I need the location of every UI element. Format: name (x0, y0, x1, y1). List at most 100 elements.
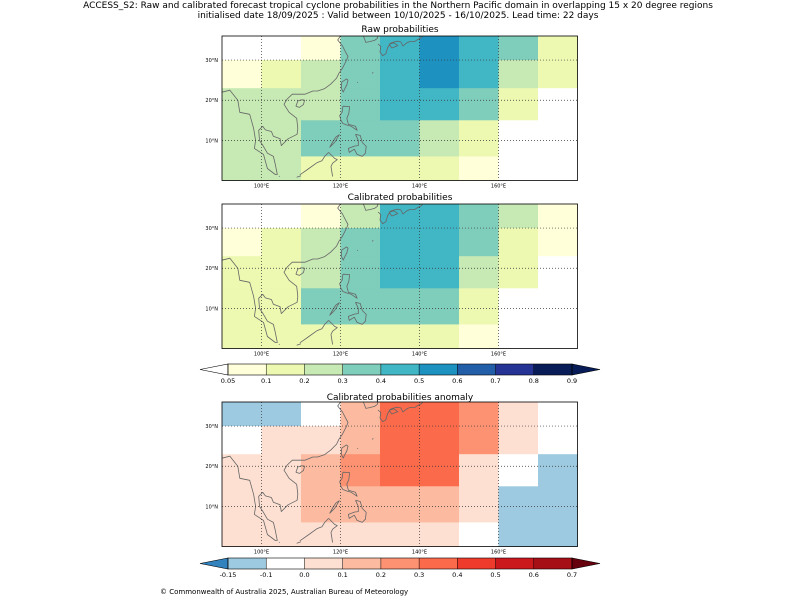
latitude-tick-label: 30°N (205, 58, 218, 64)
colorbar-tick-label: 0.2 (299, 377, 309, 385)
latitude-tick-label: 20°N (205, 464, 218, 470)
heatmap-cell (222, 36, 262, 60)
heatmap-cell (222, 156, 262, 180)
longitude-tick-label: 100°E (254, 352, 269, 358)
heatmap-cell (380, 522, 420, 546)
colorbar-segment (266, 558, 305, 569)
heatmap-cell (262, 426, 302, 454)
heatmap-cell (459, 60, 499, 88)
colorbar-tick-label: 0.0 (299, 571, 309, 579)
heatmap-cell (380, 486, 420, 523)
heatmap-cell (222, 522, 262, 546)
colorbar-tick-label: 0.1 (337, 571, 347, 579)
heatmap-cell (499, 522, 539, 546)
heatmap-cell (499, 288, 539, 325)
heatmap-cell (301, 204, 341, 228)
colorbar-segment (228, 558, 267, 569)
heatmap-cell (538, 120, 578, 157)
heatmap-cell (538, 228, 578, 256)
colorbar-tick-label: 0.1 (261, 377, 271, 385)
colorbar-tick-label: 0.3 (337, 377, 347, 385)
colorbar-segment (381, 558, 420, 569)
longitude-tick-label: 140°E (412, 550, 427, 556)
heatmap-cell (420, 486, 460, 523)
heatmap-cell (538, 36, 578, 60)
heatmap-cell (262, 256, 302, 289)
heatmap-cell (222, 288, 262, 325)
heatmap-cell (499, 402, 539, 426)
heatmap-cell (380, 228, 420, 256)
heatmap-cell (459, 288, 499, 325)
colorbar-segment (381, 364, 420, 375)
heatmap-cell (222, 120, 262, 157)
heatmap-cell (262, 454, 302, 487)
heatmap-cell (499, 426, 539, 454)
heatmap-cell (459, 486, 499, 523)
heatmap-cell (499, 88, 539, 121)
heatmap-cell (459, 156, 499, 180)
longitude-tick-label: 120°E (333, 550, 348, 556)
colorbar-tick-label: 0.2 (376, 571, 386, 579)
heatmap-cell (301, 228, 341, 256)
heatmap-cell (420, 228, 460, 256)
colorbar-segment (534, 364, 573, 375)
latitude-tick-label: 20°N (205, 98, 218, 104)
heatmap-cell (222, 228, 262, 256)
heatmap-cell (499, 60, 539, 88)
colorbar-segment (496, 364, 535, 375)
colorbar-tick-label: 0.5 (414, 377, 424, 385)
heatmap-cell (459, 228, 499, 256)
heatmap-cell (420, 454, 460, 487)
heatmap-cell (459, 256, 499, 289)
heatmap-cell (538, 426, 578, 454)
heatmap-cell (341, 156, 381, 180)
colorbar-segment (496, 558, 535, 569)
heatmap-cell (538, 156, 578, 180)
colorbar-tick-label: 0.5 (490, 571, 500, 579)
heatmap-cell (341, 228, 381, 256)
heatmap-cell (301, 324, 341, 348)
heatmap-cell (499, 156, 539, 180)
heatmap-cell (420, 36, 460, 60)
heatmap-cell (262, 204, 302, 228)
colorbar-tick-label: -0.15 (220, 571, 237, 579)
heatmap-cell (262, 120, 302, 157)
heatmap-cell (222, 324, 262, 348)
calibrated-panel-title: Calibrated probabilities (348, 193, 453, 203)
heatmap-cell (222, 486, 262, 523)
heatmap-cell (262, 88, 302, 121)
heatmap-cell (420, 60, 460, 88)
heatmap-cell (341, 522, 381, 546)
colorbar-tick-label: 0.9 (567, 377, 577, 385)
heatmap-cell (301, 36, 341, 60)
colorbar-segment (419, 558, 458, 569)
heatmap-cell (459, 426, 499, 454)
heatmap-cell (301, 402, 341, 426)
heatmap-cell (301, 426, 341, 454)
colorbar-segment (343, 558, 382, 569)
colorbar-extend-high (572, 364, 600, 375)
heatmap-cell (341, 88, 381, 121)
heatmap-cell (420, 256, 460, 289)
heatmap-cell (341, 454, 381, 487)
colorbar-segment (266, 364, 305, 375)
heatmap-cell (538, 60, 578, 88)
colorbar-segment (534, 558, 573, 569)
heatmap-cell (380, 120, 420, 157)
heatmap-cell (538, 256, 578, 289)
longitude-tick-label: 140°E (412, 184, 427, 190)
heatmap-cell (341, 324, 381, 348)
longitude-tick-label: 160°E (491, 184, 506, 190)
heatmap-cell (341, 486, 381, 523)
heatmap-cell (341, 402, 381, 426)
heatmap-cell (222, 60, 262, 88)
heatmap-cell (222, 454, 262, 487)
colorbar-tick-label: 0.7 (567, 571, 577, 579)
colorbar-extend-low (200, 364, 228, 375)
heatmap-cell (538, 486, 578, 523)
